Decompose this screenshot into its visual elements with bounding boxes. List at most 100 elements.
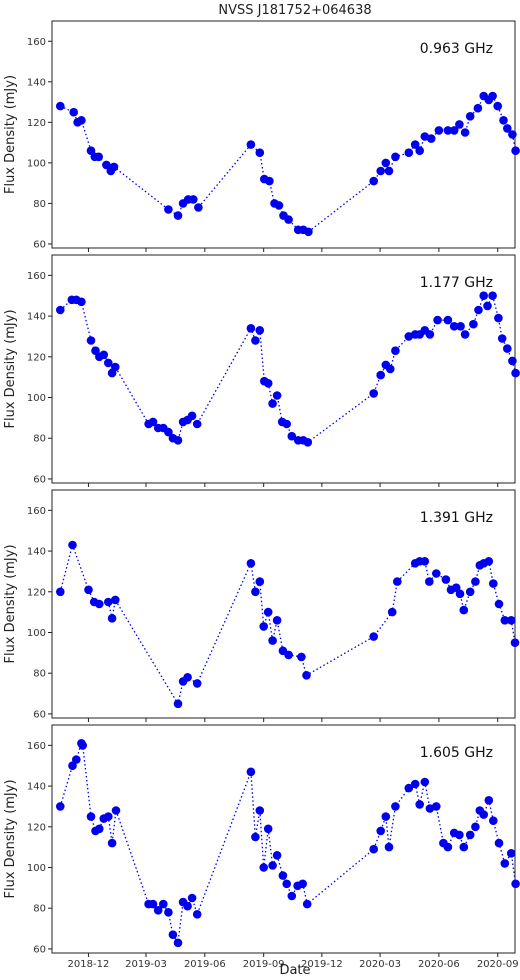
data-point: [278, 871, 288, 880]
data-point: [109, 162, 119, 172]
data-point: [99, 350, 109, 360]
y-tick-label: 100: [27, 628, 46, 639]
data-point: [484, 796, 494, 805]
data-point: [369, 176, 379, 186]
data-point: [443, 126, 453, 135]
data-point: [255, 148, 265, 157]
data-point: [511, 146, 520, 155]
data-point: [302, 671, 311, 680]
data-point: [384, 166, 394, 176]
data-point: [410, 140, 420, 149]
data-point: [500, 859, 510, 868]
series-line: [60, 94, 517, 233]
data-point: [471, 577, 480, 586]
data-point: [77, 116, 86, 125]
data-point: [272, 391, 282, 400]
data-point: [268, 861, 277, 870]
data-point: [471, 822, 480, 832]
data-point: [159, 899, 168, 909]
data-point: [164, 205, 173, 214]
data-point: [426, 134, 436, 143]
data-point: [386, 364, 395, 374]
data-point: [465, 587, 475, 597]
data-point: [187, 893, 197, 903]
data-point: [259, 863, 269, 872]
data-point: [297, 652, 306, 662]
y-tick-label: 100: [27, 393, 46, 404]
data-point: [494, 599, 504, 609]
data-point: [192, 679, 202, 688]
data-point: [56, 305, 65, 315]
x-tick-label: 2020-03: [359, 959, 401, 970]
x-tick-label: 2020-06: [418, 959, 460, 970]
data-point: [268, 399, 277, 408]
data-point: [263, 379, 273, 388]
data-point: [284, 215, 293, 224]
data-point: [455, 830, 464, 840]
data-point: [381, 158, 391, 168]
plot-frame: [51, 724, 516, 954]
data-point: [251, 832, 260, 842]
data-point: [443, 842, 453, 852]
data-point: [192, 910, 202, 919]
data-point: [465, 112, 475, 121]
data-point: [484, 557, 494, 566]
data-point: [376, 166, 386, 176]
data-point: [391, 346, 400, 356]
data-point: [189, 195, 198, 204]
data-point: [246, 324, 256, 333]
data-point: [268, 636, 277, 645]
data-point: [479, 291, 489, 301]
data-point: [443, 315, 453, 325]
data-point: [500, 616, 510, 625]
y-axis-label: Flux Density (mJy): [3, 544, 18, 663]
data-point: [148, 417, 158, 427]
data-point: [255, 806, 265, 815]
y-tick-label: 140: [27, 312, 46, 323]
data-point: [246, 140, 256, 149]
data-point: [287, 891, 297, 901]
data-point: [434, 126, 444, 135]
data-point: [164, 908, 173, 917]
data-point: [369, 389, 379, 398]
data-point: [473, 103, 483, 113]
data-point: [506, 616, 516, 625]
y-axis-label: Flux Density (mJy): [3, 75, 18, 194]
y-axis-label: Flux Density (mJy): [3, 779, 18, 898]
data-point: [441, 575, 451, 584]
y-tick-label: 160: [27, 37, 46, 48]
data-point: [173, 699, 183, 709]
data-point: [265, 176, 274, 186]
data-point: [94, 152, 103, 162]
panel-2: 60 80 100 120 140 160 Flux Density (mJy) 1.177 …: [3, 254, 520, 487]
data-point: [425, 330, 435, 339]
y-tick-label: 140: [27, 782, 46, 793]
data-point: [107, 838, 117, 848]
y-tick-label: 100: [27, 863, 46, 874]
data-point: [95, 599, 104, 609]
data-point: [459, 605, 469, 615]
data-point: [489, 816, 498, 825]
data-point: [488, 91, 497, 101]
data-point: [68, 540, 77, 550]
data-point: [251, 336, 260, 345]
data-point: [56, 101, 65, 111]
data-point: [494, 313, 503, 323]
data-point: [460, 330, 470, 339]
data-point: [302, 899, 312, 909]
data-point: [246, 559, 256, 568]
x-axis-label: Date: [279, 963, 310, 978]
data-point: [263, 824, 273, 834]
data-point: [107, 614, 117, 623]
y-tick-label: 140: [27, 547, 46, 558]
data-point: [456, 322, 465, 331]
data-point: [173, 938, 183, 948]
data-point: [284, 650, 293, 660]
data-point: [404, 783, 414, 793]
data-point: [391, 152, 400, 162]
x-tick-label: 2019-12: [301, 959, 343, 970]
y-tick-label: 160: [27, 741, 46, 752]
data-point: [455, 589, 465, 599]
data-point: [168, 930, 178, 939]
data-point: [415, 800, 425, 809]
